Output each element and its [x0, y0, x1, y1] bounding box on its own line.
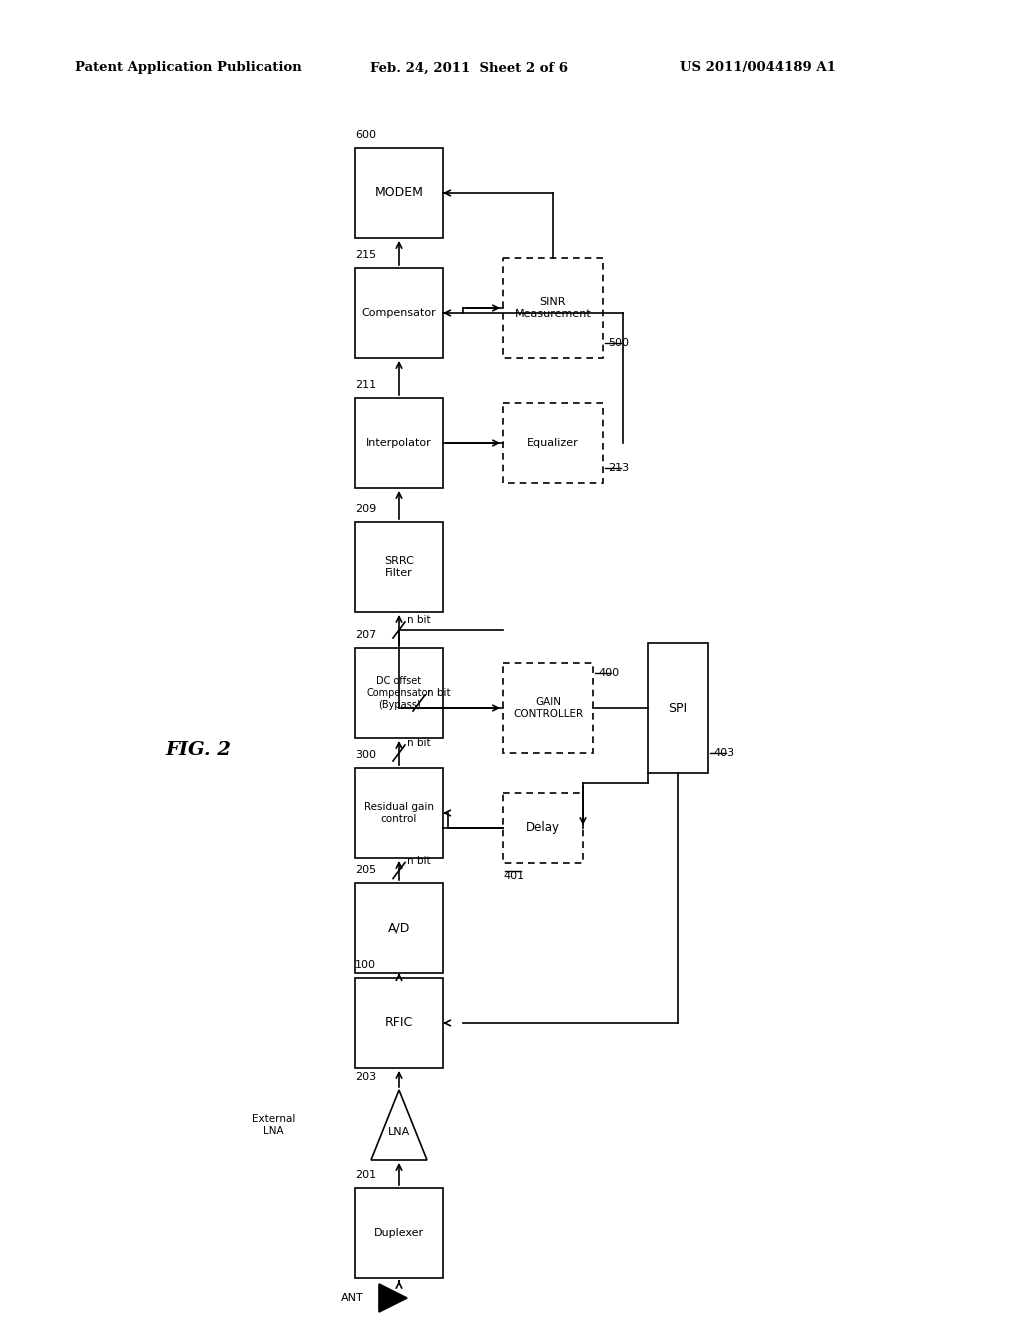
Bar — [355, 768, 443, 858]
Bar — [355, 399, 443, 488]
Text: SRRC
Filter: SRRC Filter — [384, 556, 414, 578]
Text: US 2011/0044189 A1: US 2011/0044189 A1 — [680, 62, 836, 74]
Text: 201: 201 — [355, 1170, 376, 1180]
Text: 401: 401 — [503, 871, 524, 880]
Text: Patent Application Publication: Patent Application Publication — [75, 62, 302, 74]
Text: Equalizer: Equalizer — [527, 438, 579, 447]
Text: 205: 205 — [355, 865, 376, 875]
Polygon shape — [379, 1284, 407, 1312]
Text: A/D: A/D — [388, 921, 411, 935]
Polygon shape — [371, 1090, 427, 1160]
Bar — [355, 268, 443, 358]
Text: n bit: n bit — [407, 855, 431, 866]
Text: MODEM: MODEM — [375, 186, 424, 199]
Text: 403: 403 — [713, 748, 734, 758]
Text: Compensator: Compensator — [361, 308, 436, 318]
Bar — [503, 257, 603, 358]
Text: 600: 600 — [355, 129, 376, 140]
Text: RFIC: RFIC — [385, 1016, 413, 1030]
Text: SINR
Measurement: SINR Measurement — [515, 297, 592, 319]
Bar — [503, 403, 603, 483]
Text: DC offset
Compensator
(Bypass): DC offset Compensator (Bypass) — [367, 676, 432, 710]
Text: SPI: SPI — [669, 701, 687, 714]
Text: Duplexer: Duplexer — [374, 1228, 424, 1238]
Text: Interpolator: Interpolator — [367, 438, 432, 447]
Text: FIG. 2: FIG. 2 — [165, 741, 231, 759]
Bar — [355, 648, 443, 738]
Text: LNA: LNA — [388, 1127, 411, 1137]
Text: n bit: n bit — [407, 615, 431, 624]
Text: 500: 500 — [608, 338, 629, 348]
Bar — [355, 978, 443, 1068]
Text: 300: 300 — [355, 750, 376, 760]
Text: n bit: n bit — [427, 688, 451, 698]
Bar — [355, 521, 443, 612]
Text: Delay: Delay — [526, 821, 560, 834]
Text: 203: 203 — [355, 1072, 376, 1082]
Text: 211: 211 — [355, 380, 376, 389]
Text: Residual gain
control: Residual gain control — [364, 803, 434, 824]
Bar — [355, 148, 443, 238]
Text: 207: 207 — [355, 630, 376, 640]
Text: 213: 213 — [608, 463, 629, 473]
Text: 100: 100 — [355, 960, 376, 970]
Text: External
LNA: External LNA — [252, 1114, 295, 1135]
Bar — [503, 663, 593, 752]
Text: 400: 400 — [598, 668, 620, 678]
Bar — [648, 643, 708, 774]
Text: n bit: n bit — [407, 738, 431, 748]
Text: ANT: ANT — [341, 1294, 364, 1303]
Text: 209: 209 — [355, 504, 376, 513]
Text: GAIN
CONTROLLER: GAIN CONTROLLER — [513, 697, 583, 719]
Bar — [503, 793, 583, 863]
Text: Feb. 24, 2011  Sheet 2 of 6: Feb. 24, 2011 Sheet 2 of 6 — [370, 62, 568, 74]
Text: 215: 215 — [355, 249, 376, 260]
Bar — [355, 1188, 443, 1278]
Bar — [355, 883, 443, 973]
